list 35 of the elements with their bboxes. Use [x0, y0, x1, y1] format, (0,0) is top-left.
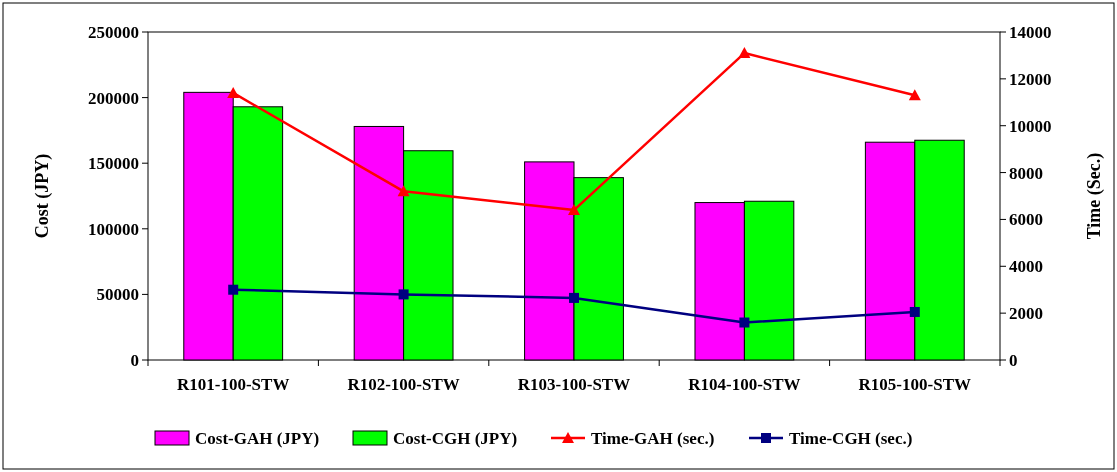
point [739, 317, 750, 328]
y2-tick-label: 0 [1009, 350, 1018, 370]
y2-axis-title: Time (Sec.) [1084, 152, 1105, 240]
point [569, 292, 579, 303]
y-tick-label: 100000 [88, 219, 139, 239]
y-tick-label: 200000 [88, 88, 139, 108]
point [228, 284, 239, 295]
point [738, 47, 751, 59]
y2-tick-label: 2000 [1009, 304, 1043, 324]
y-tick-label: 250000 [88, 22, 139, 42]
y2-tick-label: 8000 [1009, 163, 1043, 183]
y-tick-label: 0 [130, 350, 139, 370]
y2-tick-label: 14000 [1009, 22, 1052, 42]
x-tick-label: R101-100-STW [177, 375, 290, 394]
x-tick-label: R103-100-STW [517, 375, 631, 394]
y2-tick-label: 6000 [1009, 210, 1043, 230]
y2-tick-label: 10000 [1009, 116, 1052, 136]
y2-tick-label: 4000 [1009, 257, 1043, 277]
point [909, 306, 920, 317]
legend-label: Cost-GAH (JPY) [195, 428, 320, 448]
point [568, 204, 580, 216]
x-tick-label: R105-100-STW [858, 375, 971, 394]
y-tick-label: 150000 [88, 154, 139, 174]
point [227, 86, 240, 98]
point [397, 185, 410, 197]
y-axis-title: Cost (JPY) [32, 153, 53, 239]
legend-label: Time-CGH (sec.) [789, 428, 913, 448]
legend-label: Cost-CGH (JPY) [393, 428, 518, 448]
point [908, 89, 921, 101]
x-tick-label: R104-100-STW [688, 375, 801, 394]
legend-label: Time-GAH (sec.) [591, 428, 715, 448]
y2-tick-label: 12000 [1009, 69, 1052, 89]
point [398, 289, 409, 300]
y-tick-label: 50000 [96, 285, 139, 305]
x-tick-label: R102-100-STW [347, 375, 460, 394]
